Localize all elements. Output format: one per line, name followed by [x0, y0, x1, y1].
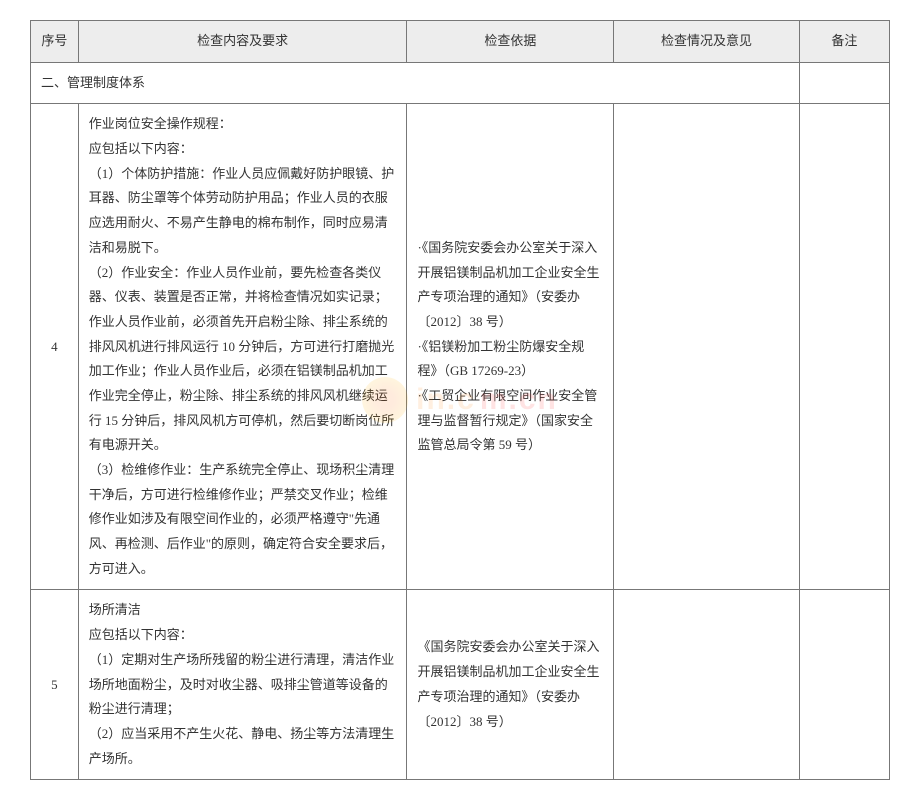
cell-note: [799, 104, 889, 590]
cell-basis: 《国务院安委会办公室关于深入开展铝镁制品机加工企业安全生产专项治理的通知》（安委…: [407, 590, 614, 780]
section-note-cell: [799, 62, 889, 104]
cell-content: 作业岗位安全操作规程： 应包括以下内容： （1）个体防护措施：作业人员应佩戴好防…: [78, 104, 407, 590]
header-content: 检查内容及要求: [78, 21, 407, 63]
cell-seq: 4: [31, 104, 79, 590]
cell-note: [799, 590, 889, 780]
table-row: 4 作业岗位安全操作规程： 应包括以下内容： （1）个体防护措施：作业人员应佩戴…: [31, 104, 890, 590]
cell-content: 场所清洁 应包括以下内容： （1）定期对生产场所残留的粉尘进行清理，清洁作业场所…: [78, 590, 407, 780]
cell-opinion: [614, 590, 800, 780]
table-row: 5 场所清洁 应包括以下内容： （1）定期对生产场所残留的粉尘进行清理，清洁作业…: [31, 590, 890, 780]
section-row: 二、管理制度体系: [31, 62, 890, 104]
cell-basis: ·《国务院安委会办公室关于深入开展铝镁制品机加工企业安全生产专项治理的通知》（安…: [407, 104, 614, 590]
header-seq: 序号: [31, 21, 79, 63]
section-title: 二、管理制度体系: [31, 62, 800, 104]
header-basis: 检查依据: [407, 21, 614, 63]
header-note: 备注: [799, 21, 889, 63]
cell-opinion: [614, 104, 800, 590]
header-opinion: 检查情况及意见: [614, 21, 800, 63]
cell-seq: 5: [31, 590, 79, 780]
inspection-table: 序号 检查内容及要求 检查依据 检查情况及意见 备注 二、管理制度体系 4 作业…: [30, 20, 890, 780]
table-header-row: 序号 检查内容及要求 检查依据 检查情况及意见 备注: [31, 21, 890, 63]
